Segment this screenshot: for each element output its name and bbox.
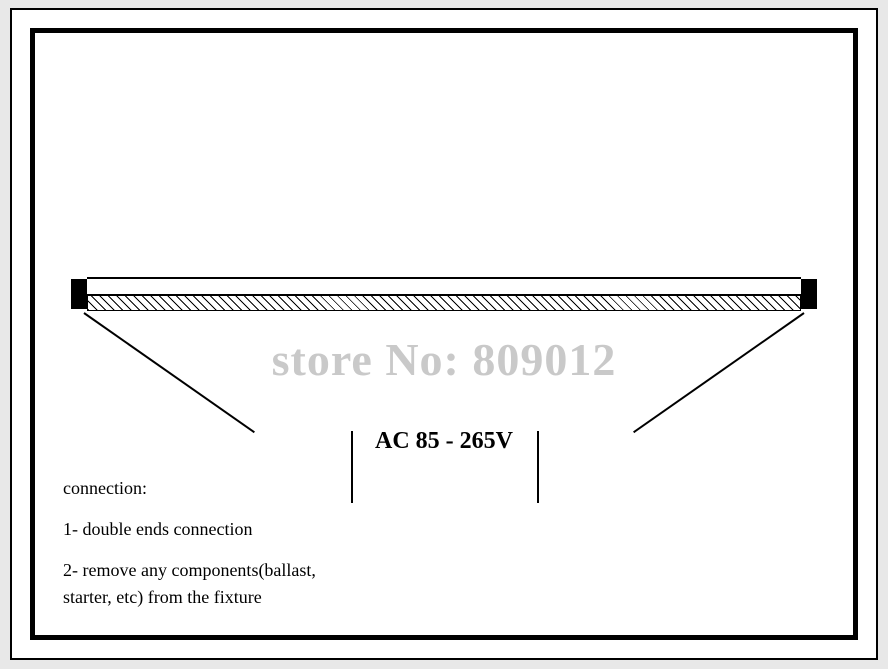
- diagram-canvas: store No: 809012 AC 85 - 265V connection…: [35, 33, 853, 635]
- tube-assembly: [71, 277, 817, 313]
- lead-line-left-diagonal: [83, 312, 255, 433]
- connection-item-2-line-a: 2- remove any components(ballast,: [63, 560, 316, 580]
- watermark-text: store No: 809012: [35, 333, 853, 386]
- connection-item-2-line-b: starter, etc) from the fixture: [63, 587, 262, 607]
- outer-frame: store No: 809012 AC 85 - 265V connection…: [10, 8, 878, 660]
- inner-frame: store No: 809012 AC 85 - 265V connection…: [30, 28, 858, 640]
- voltage-label: AC 85 - 265V: [35, 428, 853, 455]
- tube-body-hatched: [87, 295, 801, 311]
- tube-end-cap-left: [71, 279, 87, 309]
- connection-item-2: 2- remove any components(ballast, starte…: [63, 557, 316, 611]
- tube-end-cap-right: [801, 279, 817, 309]
- connection-heading: connection:: [63, 475, 316, 502]
- tube-body-upper: [87, 277, 801, 295]
- connection-item-1: 1- double ends connection: [63, 516, 316, 543]
- connection-notes: connection: 1- double ends connection 2-…: [63, 475, 316, 611]
- lead-line-right-diagonal: [633, 312, 805, 433]
